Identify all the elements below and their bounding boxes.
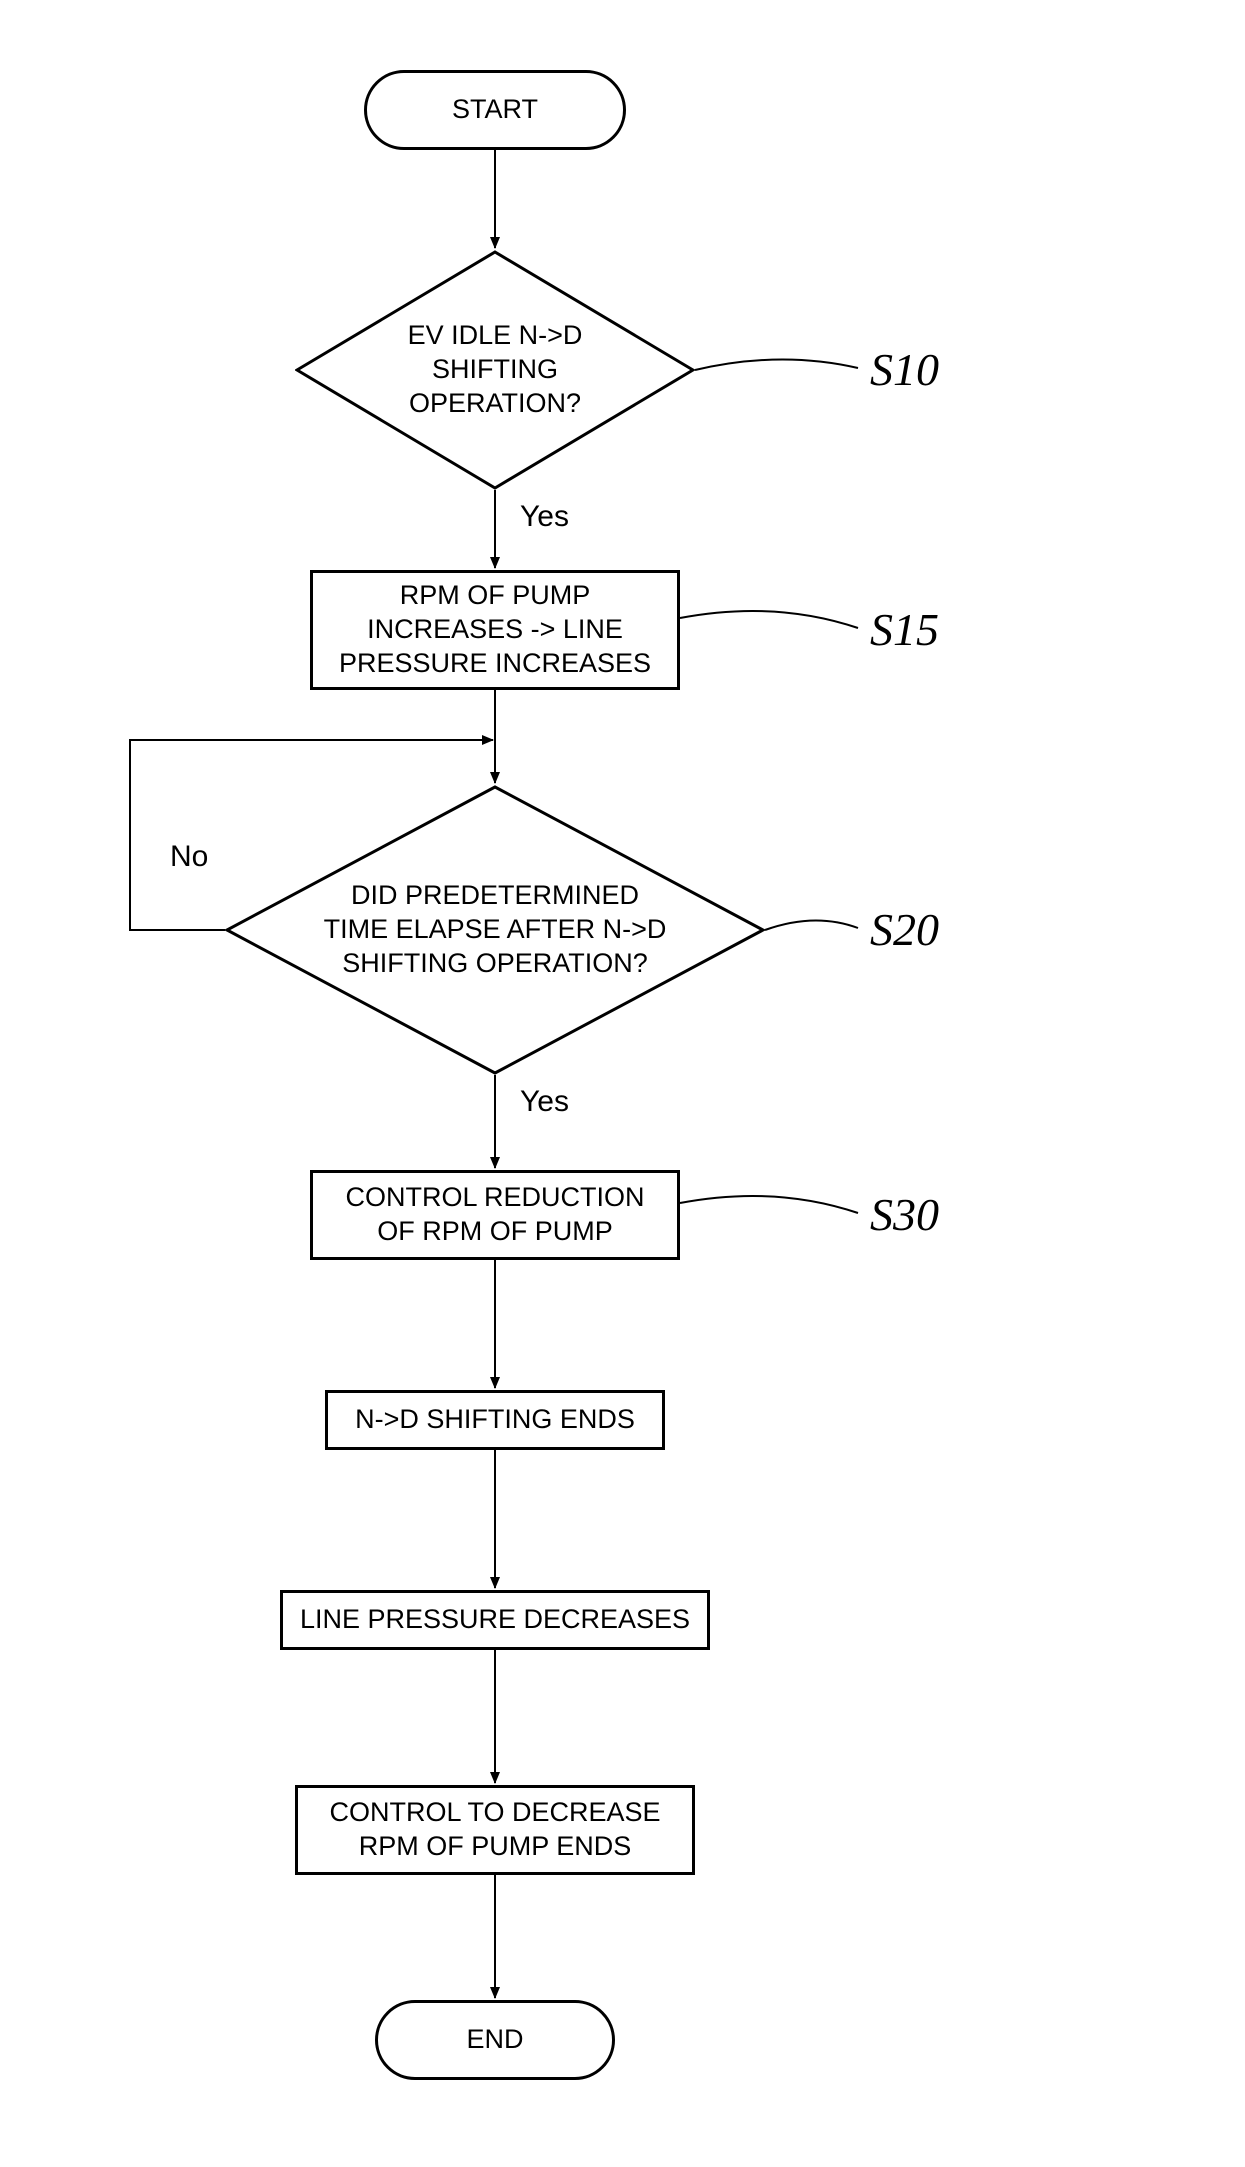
decision-s10: EV IDLE N->D SHIFTING OPERATION? bbox=[295, 250, 695, 490]
edge-label-s10-yes: Yes bbox=[520, 500, 569, 534]
decision-s10-text: EV IDLE N->D SHIFTING OPERATION? bbox=[408, 319, 583, 420]
process-shift-ends-text: N->D SHIFTING ENDS bbox=[355, 1403, 635, 1437]
process-ctrl-ends: CONTROL TO DECREASE RPM OF PUMP ENDS bbox=[295, 1785, 695, 1875]
process-s15: RPM OF PUMP INCREASES -> LINE PRESSURE I… bbox=[310, 570, 680, 690]
decision-s20-text: DID PREDETERMINED TIME ELAPSE AFTER N->D… bbox=[324, 879, 667, 980]
step-label-s10: S10 bbox=[870, 343, 939, 396]
flowchart-canvas: START EV IDLE N->D SHIFTING OPERATION? R… bbox=[0, 0, 1245, 2167]
edge-label-s20-yes: Yes bbox=[520, 1085, 569, 1119]
start-text: START bbox=[452, 93, 538, 127]
edge-label-s20-no: No bbox=[170, 840, 208, 874]
decision-s20: DID PREDETERMINED TIME ELAPSE AFTER N->D… bbox=[225, 785, 765, 1075]
process-line-pressure: LINE PRESSURE DECREASES bbox=[280, 1590, 710, 1650]
start-node: START bbox=[364, 70, 626, 150]
process-s15-text: RPM OF PUMP INCREASES -> LINE PRESSURE I… bbox=[339, 579, 651, 680]
step-label-s15: S15 bbox=[870, 603, 939, 656]
process-shift-ends: N->D SHIFTING ENDS bbox=[325, 1390, 665, 1450]
process-line-pressure-text: LINE PRESSURE DECREASES bbox=[300, 1603, 690, 1637]
process-s30: CONTROL REDUCTION OF RPM OF PUMP bbox=[310, 1170, 680, 1260]
process-s30-text: CONTROL REDUCTION OF RPM OF PUMP bbox=[345, 1181, 644, 1249]
end-node: END bbox=[375, 2000, 615, 2080]
step-label-s20: S20 bbox=[870, 903, 939, 956]
end-text: END bbox=[466, 2023, 523, 2057]
step-label-s30: S30 bbox=[870, 1188, 939, 1241]
process-ctrl-ends-text: CONTROL TO DECREASE RPM OF PUMP ENDS bbox=[329, 1796, 660, 1864]
